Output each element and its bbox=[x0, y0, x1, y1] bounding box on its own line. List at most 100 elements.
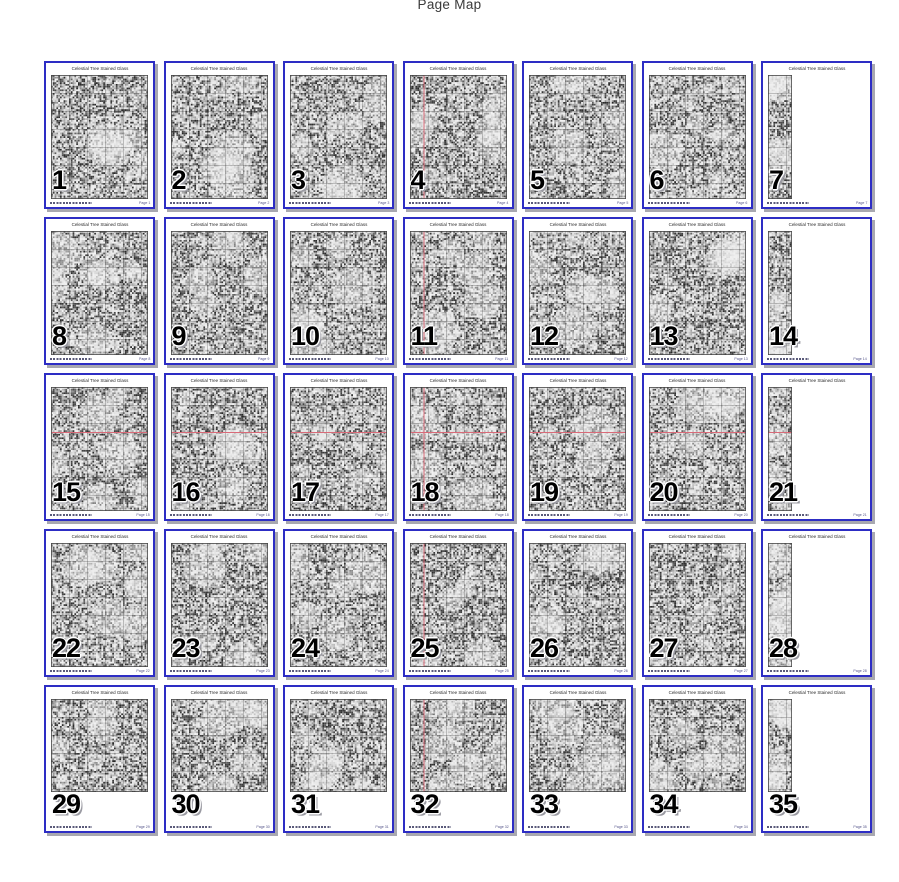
footer-fineprint bbox=[289, 514, 331, 516]
page-thumbnail[interactable]: Celestial Tree Stained Glass 17 Page 17 bbox=[283, 373, 394, 521]
footer-page-label: Page 14 bbox=[853, 356, 867, 361]
page-number: 6 bbox=[649, 165, 665, 195]
page-thumbnail[interactable]: Celestial Tree Stained Glass 23 Page 23 bbox=[163, 529, 275, 677]
stitch-pattern-canvas bbox=[51, 75, 148, 199]
page-thumbnail[interactable]: Celestial Tree Stained Glass 34 Page 34 bbox=[641, 685, 753, 833]
page-thumbnail[interactable]: Celestial Tree Stained Glass 19 Page 19 bbox=[522, 373, 633, 521]
page-thumb-title: Celestial Tree Stained Glass bbox=[549, 222, 606, 227]
page-thumb-title: Celestial Tree Stained Glass bbox=[788, 378, 845, 383]
page-thumbnail[interactable]: Celestial Tree Stained Glass 22 Page 22 bbox=[44, 529, 155, 677]
footer-fineprint bbox=[169, 202, 212, 204]
stitch-pattern-canvas bbox=[170, 699, 268, 792]
footer-page-label: Page 17 bbox=[375, 512, 389, 517]
footer-fineprint bbox=[767, 670, 809, 672]
page-thumbnail[interactable]: Celestial Tree Stained Glass 31 Page 31 bbox=[283, 685, 394, 833]
page-thumbnail[interactable]: Celestial Tree Stained Glass 4 Page 4 bbox=[402, 61, 514, 209]
stitch-pattern-canvas bbox=[648, 387, 746, 511]
page-thumb-title: Celestial Tree Stained Glass bbox=[668, 66, 726, 71]
page-number: 24 bbox=[291, 633, 320, 663]
page-thumbnail[interactable]: Celestial Tree Stained Glass 18 Page 18 bbox=[402, 373, 514, 521]
stitch-pattern-canvas bbox=[409, 387, 507, 511]
page-thumbnail[interactable]: Celestial Tree Stained Glass 14 Page 14 bbox=[761, 217, 872, 365]
page-thumbnail[interactable]: Celestial Tree Stained Glass 8 Page 8 bbox=[44, 217, 155, 365]
page-thumbnail[interactable]: Celestial Tree Stained Glass 32 Page 32 bbox=[402, 685, 514, 833]
page-thumbnail[interactable]: Celestial Tree Stained Glass 26 Page 26 bbox=[522, 529, 633, 677]
footer-fineprint bbox=[528, 202, 570, 204]
page-thumbnail[interactable]: Celestial Tree Stained Glass 21 Page 21 bbox=[761, 373, 872, 521]
page-thumbnail[interactable]: Celestial Tree Stained Glass 25 Page 25 bbox=[402, 529, 514, 677]
footer-page-label: Page 26 bbox=[614, 668, 628, 673]
footer-page-label: Page 2 bbox=[258, 200, 270, 205]
page-thumbnail[interactable]: Celestial Tree Stained Glass 6 Page 6 bbox=[641, 61, 753, 209]
footer-fineprint bbox=[50, 514, 92, 516]
page-thumbnail[interactable]: Celestial Tree Stained Glass 2 Page 2 bbox=[163, 61, 275, 209]
footer-page-label: Page 1 bbox=[138, 200, 150, 205]
footer-page-label: Page 33 bbox=[614, 824, 628, 829]
footer-fineprint bbox=[767, 514, 809, 516]
page-thumb-title: Celestial Tree Stained Glass bbox=[310, 66, 367, 71]
stitch-pattern-canvas bbox=[648, 543, 746, 667]
page-thumb-title: Celestial Tree Stained Glass bbox=[429, 378, 487, 383]
page-thumbnail[interactable]: Celestial Tree Stained Glass 30 Page 30 bbox=[163, 685, 275, 833]
footer-fineprint bbox=[408, 826, 451, 828]
page-thumbnail[interactable]: Celestial Tree Stained Glass 28 Page 28 bbox=[761, 529, 872, 677]
page-thumb-title: Celestial Tree Stained Glass bbox=[549, 690, 606, 695]
footer-fineprint bbox=[647, 202, 690, 204]
page-number: 22 bbox=[52, 633, 81, 663]
page-thumbnail[interactable]: Celestial Tree Stained Glass 29 Page 29 bbox=[44, 685, 155, 833]
page-thumb-title: Celestial Tree Stained Glass bbox=[429, 222, 487, 227]
page-thumb-title: Celestial Tree Stained Glass bbox=[71, 534, 128, 539]
footer-page-label: Page 7 bbox=[855, 200, 867, 205]
page-thumbnail[interactable]: Celestial Tree Stained Glass 24 Page 24 bbox=[283, 529, 394, 677]
page-map-title: Page Map bbox=[417, 0, 482, 12]
stitch-pattern-canvas bbox=[768, 387, 792, 511]
page-thumbnail[interactable]: Celestial Tree Stained Glass 10 Page 10 bbox=[283, 217, 394, 365]
page-thumb-title: Celestial Tree Stained Glass bbox=[310, 378, 367, 383]
stitch-pattern-canvas bbox=[648, 75, 746, 199]
page-thumb-title: Celestial Tree Stained Glass bbox=[788, 222, 845, 227]
stitch-pattern-canvas bbox=[51, 699, 148, 792]
page-thumbnail[interactable]: Celestial Tree Stained Glass 27 Page 27 bbox=[641, 529, 753, 677]
page-thumb-title: Celestial Tree Stained Glass bbox=[71, 222, 128, 227]
footer-page-label: Page 12 bbox=[614, 356, 628, 361]
footer-page-label: Page 3 bbox=[377, 200, 389, 205]
page-thumb-title: Celestial Tree Stained Glass bbox=[668, 378, 726, 383]
footer-fineprint bbox=[169, 358, 212, 360]
page-thumbnail[interactable]: Celestial Tree Stained Glass 7 Page 7 bbox=[761, 61, 872, 209]
page-thumbnail[interactable]: Celestial Tree Stained Glass 3 Page 3 bbox=[283, 61, 394, 209]
page-number: 5 bbox=[530, 165, 545, 195]
page-thumbnail[interactable]: Celestial Tree Stained Glass 16 Page 16 bbox=[163, 373, 275, 521]
page-thumb-title: Celestial Tree Stained Glass bbox=[668, 534, 726, 539]
page-thumbnail[interactable]: Celestial Tree Stained Glass 35 Page 35 bbox=[761, 685, 872, 833]
page-thumbnail[interactable]: Celestial Tree Stained Glass 33 Page 33 bbox=[522, 685, 633, 833]
page-thumbnail[interactable]: Celestial Tree Stained Glass 1 Page 1 bbox=[44, 61, 155, 209]
page-thumbnail[interactable]: Celestial Tree Stained Glass 12 Page 12 bbox=[522, 217, 633, 365]
page-thumb-title: Celestial Tree Stained Glass bbox=[71, 66, 128, 71]
footer-fineprint bbox=[289, 670, 331, 672]
page-number: 14 bbox=[769, 321, 798, 351]
stitch-pattern-canvas bbox=[290, 699, 387, 792]
page-thumbnail[interactable]: Celestial Tree Stained Glass 11 Page 11 bbox=[402, 217, 514, 365]
stitch-pattern-canvas bbox=[170, 543, 268, 667]
page-thumbnail[interactable]: Celestial Tree Stained Glass 15 Page 15 bbox=[44, 373, 155, 521]
page-number: 18 bbox=[410, 477, 440, 507]
stitch-pattern-canvas bbox=[51, 387, 148, 511]
page-thumbnail[interactable]: Celestial Tree Stained Glass 9 Page 9 bbox=[163, 217, 275, 365]
page-thumb-title: Celestial Tree Stained Glass bbox=[788, 534, 845, 539]
page-thumbnail[interactable]: Celestial Tree Stained Glass 5 Page 5 bbox=[522, 61, 633, 209]
footer-page-label: Page 11 bbox=[495, 356, 509, 361]
page-thumb-title: Celestial Tree Stained Glass bbox=[71, 378, 128, 383]
footer-page-label: Page 19 bbox=[614, 512, 628, 517]
page-thumb-title: Celestial Tree Stained Glass bbox=[190, 534, 248, 539]
footer-fineprint bbox=[169, 514, 212, 516]
page-thumbnail[interactable]: Celestial Tree Stained Glass 13 Page 13 bbox=[641, 217, 753, 365]
stitch-pattern-canvas bbox=[290, 387, 387, 511]
page-number: 8 bbox=[52, 321, 67, 351]
footer-page-label: Page 5 bbox=[616, 200, 628, 205]
stitch-pattern-canvas bbox=[529, 75, 626, 199]
page-number: 12 bbox=[530, 321, 559, 351]
page-number: 1 bbox=[52, 165, 67, 195]
page-thumb-title: Celestial Tree Stained Glass bbox=[429, 66, 487, 71]
page-thumbnail[interactable]: Celestial Tree Stained Glass 20 Page 20 bbox=[641, 373, 753, 521]
